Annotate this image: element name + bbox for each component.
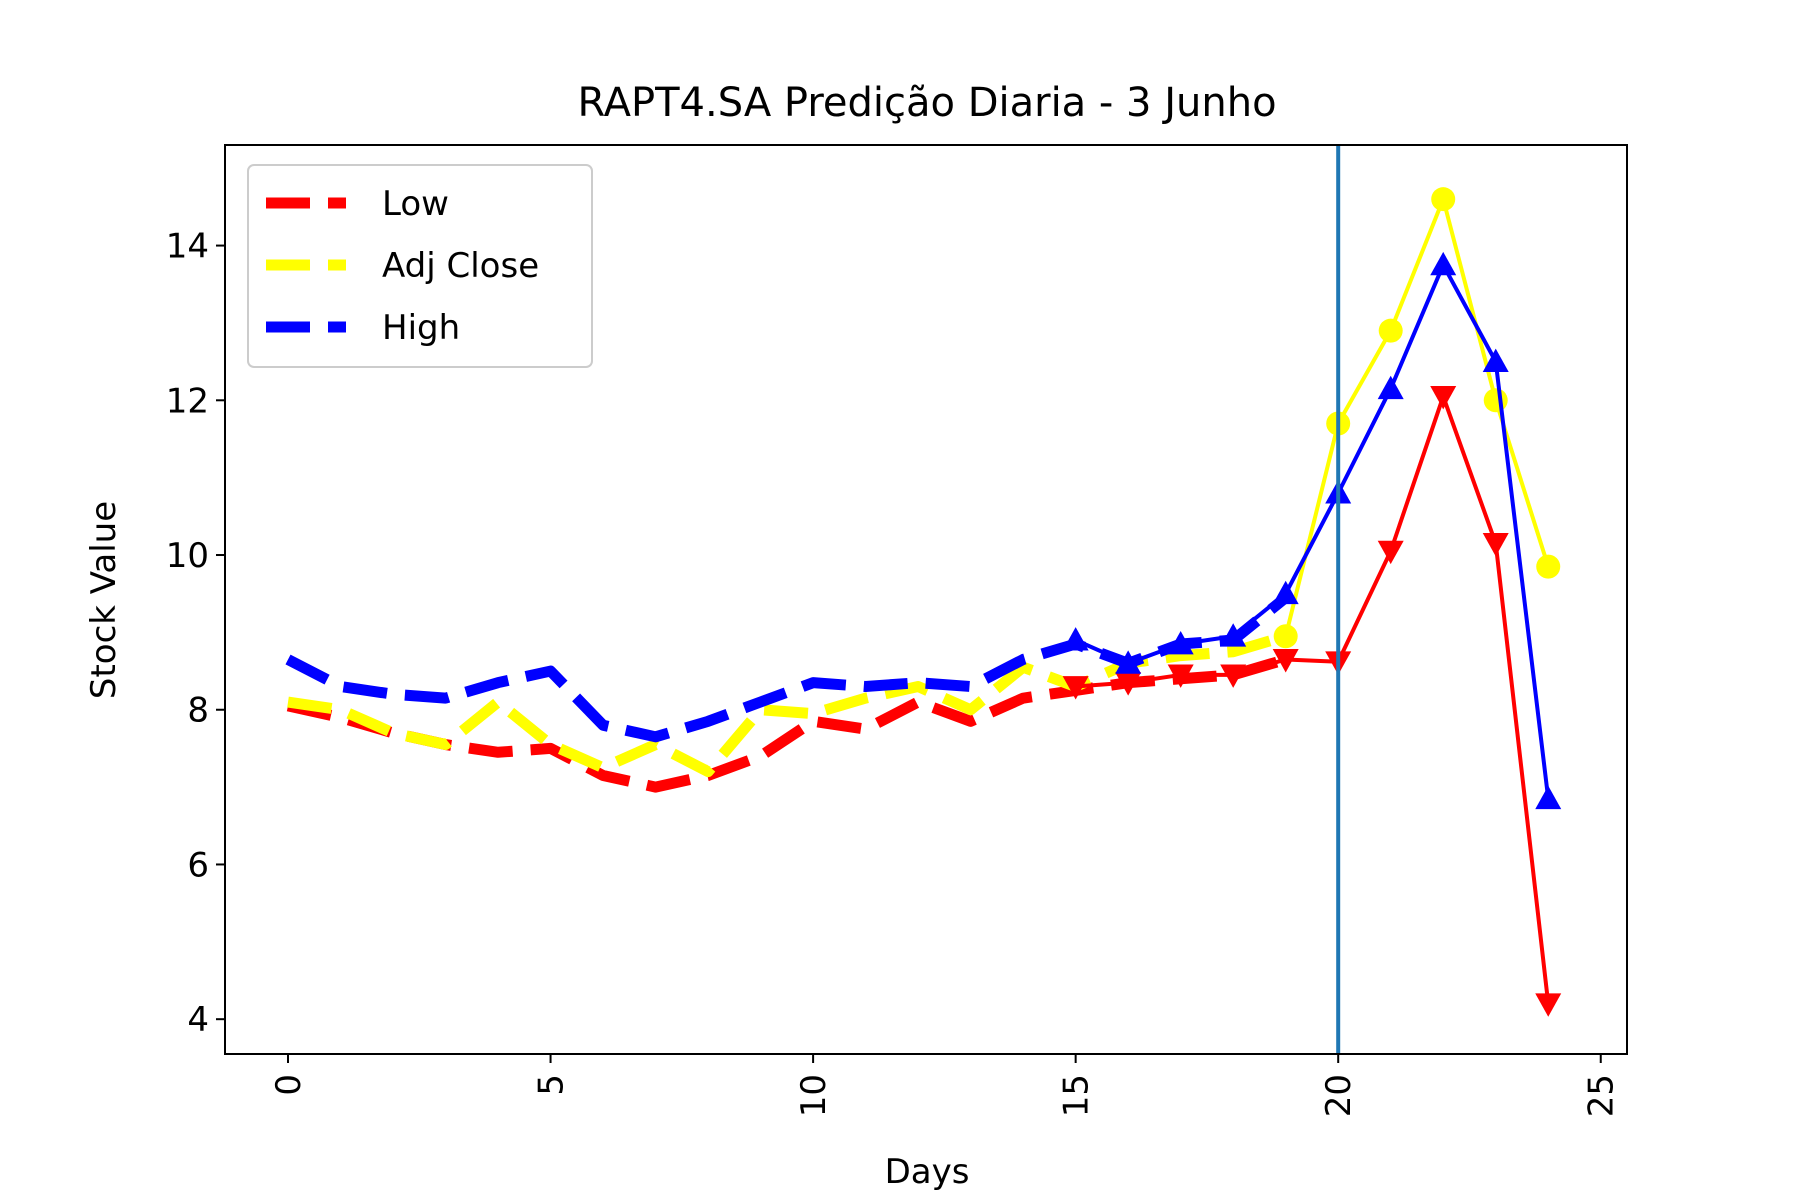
y-tick-label: 14 xyxy=(166,227,209,267)
data-point-low xyxy=(1220,664,1247,688)
data-point-adj-close xyxy=(1536,554,1561,579)
data-point-low xyxy=(1062,676,1089,700)
data-point-high xyxy=(1272,580,1299,605)
y-tick-label: 10 xyxy=(166,536,209,576)
data-point-high xyxy=(1062,627,1089,651)
x-tick-label: 5 xyxy=(532,1074,572,1096)
legend-box xyxy=(247,164,593,368)
x-tick-label: 10 xyxy=(794,1074,834,1117)
series-line-low-prediction xyxy=(1075,394,1551,1004)
x-axis: 0 5 10 15 20 25 xyxy=(269,1054,1622,1117)
y-axis: 4 6 8 10 12 14 xyxy=(166,227,225,1040)
series-line-high-prediction xyxy=(1074,262,1551,799)
data-point-high xyxy=(1535,785,1562,810)
data-point-high xyxy=(1377,375,1404,400)
data-point-low xyxy=(1430,386,1457,410)
y-tick-label: 4 xyxy=(187,1000,209,1040)
data-point-low xyxy=(1377,540,1404,565)
x-tick-label: 0 xyxy=(269,1074,309,1096)
x-axis-label: Days xyxy=(885,1152,970,1192)
data-point-low xyxy=(1482,533,1509,557)
data-point-adj-close xyxy=(1483,388,1508,413)
data-point-low xyxy=(1272,649,1299,673)
y-tick-label: 6 xyxy=(187,845,209,885)
y-axis-label: Stock Value xyxy=(84,501,124,699)
data-point-high xyxy=(1430,251,1457,276)
data-point-adj-close xyxy=(1378,318,1403,343)
data-point-adj-close xyxy=(1431,187,1456,212)
legend-label-high: High xyxy=(382,308,460,348)
data-point-high xyxy=(1115,650,1142,674)
data-point-high xyxy=(1220,623,1247,647)
y-tick-label: 8 xyxy=(187,691,209,731)
data-point-low xyxy=(1167,664,1194,688)
data-point-high xyxy=(1167,630,1194,655)
x-tick-label: 25 xyxy=(1582,1074,1622,1117)
legend-label-adj-close: Adj Close xyxy=(382,246,539,286)
legend: Low Adj Close High xyxy=(247,164,593,368)
data-point-low xyxy=(1535,993,1562,1017)
data-point-low xyxy=(1115,672,1142,696)
chart-title: RAPT4.SA Predição Diaria - 3 Junho xyxy=(577,80,1276,126)
plot-frame xyxy=(224,144,1628,1055)
data-point-high xyxy=(1482,348,1509,373)
legend-label-low: Low xyxy=(382,184,449,224)
y-tick-label: 12 xyxy=(166,381,209,421)
plot-area xyxy=(224,144,1628,1055)
data-point-adj-close xyxy=(1273,624,1298,649)
x-tick-label: 20 xyxy=(1319,1074,1359,1117)
x-tick-label: 15 xyxy=(1057,1074,1097,1117)
